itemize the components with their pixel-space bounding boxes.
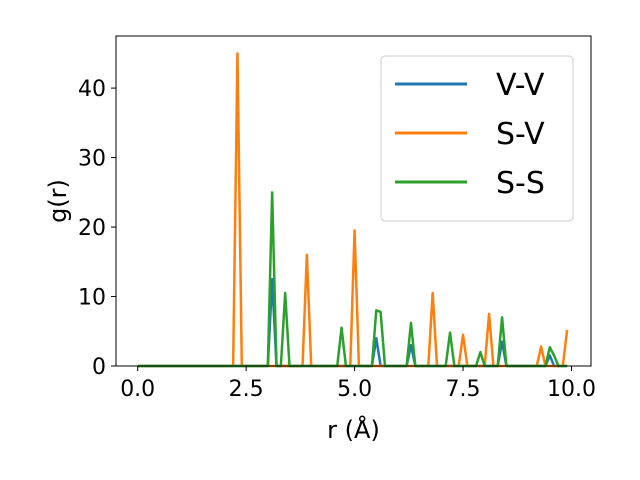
x-axis-title: r (Å) — [327, 415, 380, 444]
x-tick-label: 2.5 — [229, 377, 264, 402]
x-tick-label: 7.5 — [446, 377, 481, 402]
legend-label-v-v: V-V — [496, 68, 545, 103]
y-tick-label: 0 — [92, 355, 106, 380]
y-tick-label: 10 — [78, 286, 106, 311]
x-tick-label: 5.0 — [337, 377, 372, 402]
x-tick-label: 0.0 — [120, 377, 155, 402]
y-axis: 0 10 20 30 40 — [78, 77, 116, 380]
y-tick-label: 20 — [78, 216, 106, 241]
legend-label-s-v: S-V — [496, 117, 545, 152]
legend-box — [380, 55, 574, 222]
y-tick-label: 30 — [78, 147, 106, 172]
y-axis-title: g(r) — [44, 179, 72, 223]
legend: V-V S-V S-S — [380, 55, 574, 222]
x-axis: 0.0 2.5 5.0 7.5 10.0 — [120, 366, 596, 402]
plot-frame — [115, 35, 592, 367]
legend-label-s-s: S-S — [496, 166, 545, 201]
y-tick-label: 40 — [78, 77, 106, 102]
x-tick-label: 10.0 — [547, 377, 596, 402]
